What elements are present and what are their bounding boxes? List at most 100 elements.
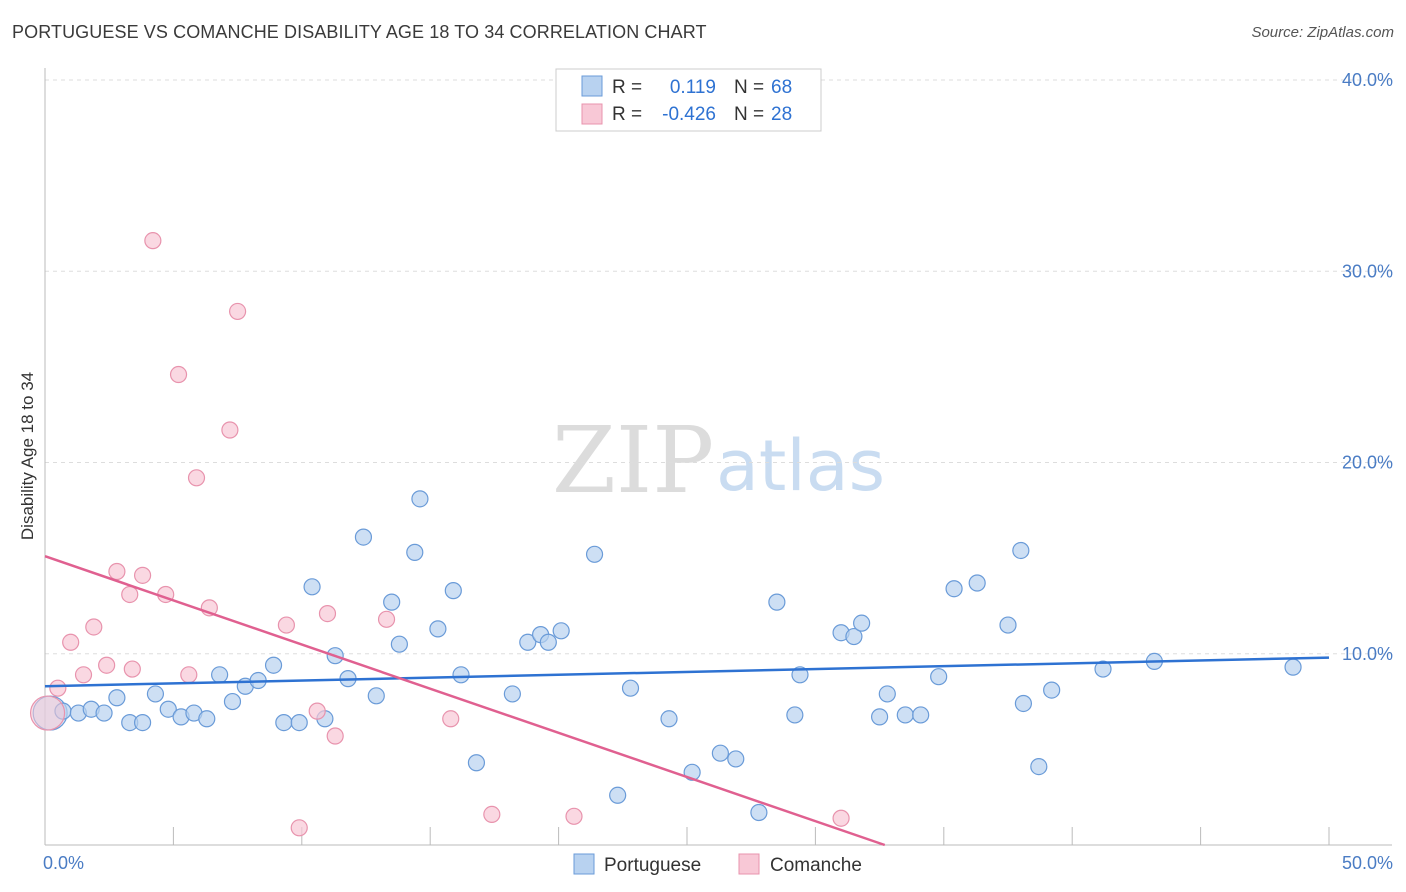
portuguese-point	[1284, 658, 1302, 676]
comanche-point	[318, 604, 337, 623]
comanche-point	[377, 610, 396, 628]
legend-swatch-portuguese	[581, 75, 603, 97]
portuguese-point	[786, 706, 804, 724]
comanche-point	[74, 666, 93, 684]
x-tick-label-min: 0.0%	[43, 853, 84, 873]
portuguese-point	[552, 622, 570, 640]
bottom-legend-label-comanche: Comanche	[770, 855, 862, 876]
portuguese-point	[444, 582, 462, 600]
legend-r-value-portuguese: 0.119	[670, 77, 716, 98]
comanche-point	[442, 710, 460, 728]
legend-n-label-portuguese: N =	[734, 77, 764, 98]
source-label: Source: ZipAtlas.com	[1251, 24, 1394, 41]
portuguese-point	[354, 528, 373, 546]
portuguese-point	[503, 685, 521, 703]
portuguese-point	[791, 666, 809, 684]
portuguese-point	[290, 713, 308, 732]
portuguese-point	[519, 633, 537, 651]
portuguese-point	[912, 706, 930, 724]
y-tick-label: 40.0%	[1342, 70, 1393, 90]
portuguese-point	[585, 545, 604, 563]
portuguese-point	[275, 713, 293, 732]
comanche-point	[187, 469, 206, 487]
comanche-point	[308, 702, 326, 720]
y-tick-label: 30.0%	[1342, 261, 1393, 281]
comanche-point	[108, 562, 126, 581]
portuguese-point	[727, 750, 745, 768]
legend-r-value-comanche: -0.426	[662, 104, 716, 125]
comanche-point	[277, 616, 295, 634]
portuguese-point	[264, 656, 283, 674]
correlation-legend: R = 0.119 N = 68 R = -0.426 N = 28	[555, 68, 822, 132]
portuguese-point	[750, 803, 768, 822]
bottom-legend-label-portuguese: Portuguese	[604, 855, 701, 876]
comanche-point	[144, 232, 162, 250]
legend-r-label-comanche: R =	[612, 104, 642, 125]
comanche-point	[123, 660, 141, 678]
portuguese-point	[945, 580, 963, 598]
portuguese-point	[429, 620, 447, 638]
portuguese-point	[303, 578, 321, 596]
chart-title: PORTUGUESE VS COMANCHE DISABILITY AGE 18…	[12, 22, 707, 42]
comanche-point	[565, 807, 583, 825]
portuguese-point	[930, 668, 948, 686]
legend-swatch-comanche	[581, 103, 603, 125]
portuguese-point	[1043, 681, 1061, 699]
comanche-point	[169, 365, 188, 384]
bottom-legend-swatch-portuguese	[573, 853, 595, 875]
portuguese-point	[467, 754, 486, 772]
comanche-point	[483, 805, 501, 824]
comanche-point	[180, 666, 198, 684]
portuguese-point	[660, 710, 678, 728]
portuguese-point	[390, 635, 408, 653]
comanche-point	[98, 656, 116, 674]
y-tick-labels: 10.0% 20.0% 30.0% 40.0%	[1342, 70, 1393, 664]
portuguese-point	[159, 700, 177, 718]
y-axis-label: Disability Age 18 to 34	[18, 372, 37, 540]
portuguese-point	[621, 679, 640, 697]
portuguese-point	[968, 574, 986, 592]
portuguese-point	[108, 689, 126, 707]
watermark-zip: ZIP	[552, 407, 714, 514]
portuguese-point	[367, 687, 385, 705]
portuguese-point	[768, 593, 786, 611]
y-tick-label: 20.0%	[1342, 453, 1393, 473]
comanche-point	[29, 695, 66, 731]
x-tick-label-max: 50.0%	[1342, 853, 1393, 873]
portuguese-point	[853, 614, 871, 632]
portuguese-point	[95, 704, 113, 722]
grid-lines	[45, 79, 1392, 655]
portuguese-point	[1012, 541, 1030, 560]
comanche-point	[326, 727, 344, 745]
portuguese-point	[896, 706, 914, 724]
portuguese-point	[609, 786, 627, 804]
portuguese-point	[711, 744, 729, 762]
legend-n-label-comanche: N =	[734, 104, 764, 125]
portuguese-point	[411, 490, 429, 508]
portuguese-point	[383, 593, 401, 611]
legend-n-value-portuguese: 68	[771, 77, 792, 98]
watermark-atlas: atlas	[716, 425, 885, 507]
trendlines	[44, 555, 1330, 847]
x-axis-ticks	[44, 827, 1330, 845]
comanche-trendline	[44, 555, 886, 847]
portuguese-point	[133, 713, 152, 732]
comanche-point	[229, 302, 247, 321]
portuguese-point	[878, 685, 896, 703]
portuguese-point	[452, 666, 470, 684]
comanche-point	[121, 585, 139, 604]
comanche-point	[221, 421, 239, 439]
portuguese-point	[1014, 694, 1033, 713]
portuguese-point	[999, 616, 1017, 634]
portuguese-point	[539, 633, 557, 651]
comanche-point	[832, 809, 850, 827]
portuguese-point	[1030, 757, 1048, 776]
comanche-point	[133, 566, 152, 584]
comanche-point	[49, 679, 67, 697]
comanche-point	[290, 819, 308, 837]
portuguese-trendline	[44, 656, 1330, 688]
portuguese-point	[211, 666, 229, 684]
portuguese-point	[1094, 660, 1112, 678]
comanche-point	[62, 633, 80, 651]
legend-r-label-portuguese: R =	[612, 77, 642, 98]
